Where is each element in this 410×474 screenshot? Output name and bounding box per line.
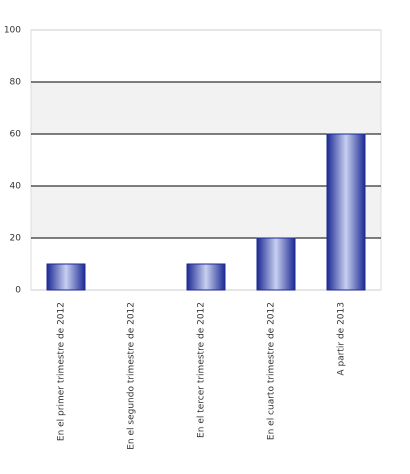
y-tick-label: 40 [10, 182, 22, 192]
plot-band [31, 30, 381, 82]
x-tick-label: A partir de 2013 [337, 302, 347, 376]
y-tick-label: 0 [15, 286, 21, 296]
plot-band [31, 82, 381, 134]
y-tick-label: 20 [10, 234, 22, 244]
x-tick-label: En el primer trimestre de 2012 [57, 302, 67, 441]
x-tick-label: En el tercer trimestre de 2012 [197, 302, 207, 438]
bar [256, 237, 296, 291]
plot-band [31, 134, 381, 186]
bar [326, 133, 366, 291]
y-tick-label: 60 [10, 130, 22, 140]
bar [186, 263, 226, 291]
x-tick-label: En el segundo trimestre de 2012 [127, 302, 137, 450]
bar [46, 263, 86, 291]
plot-band [31, 186, 381, 238]
y-tick-label: 100 [4, 26, 21, 36]
x-tick-label: En el cuarto trimestre de 2012 [267, 302, 277, 440]
y-tick-label: 80 [10, 78, 22, 88]
